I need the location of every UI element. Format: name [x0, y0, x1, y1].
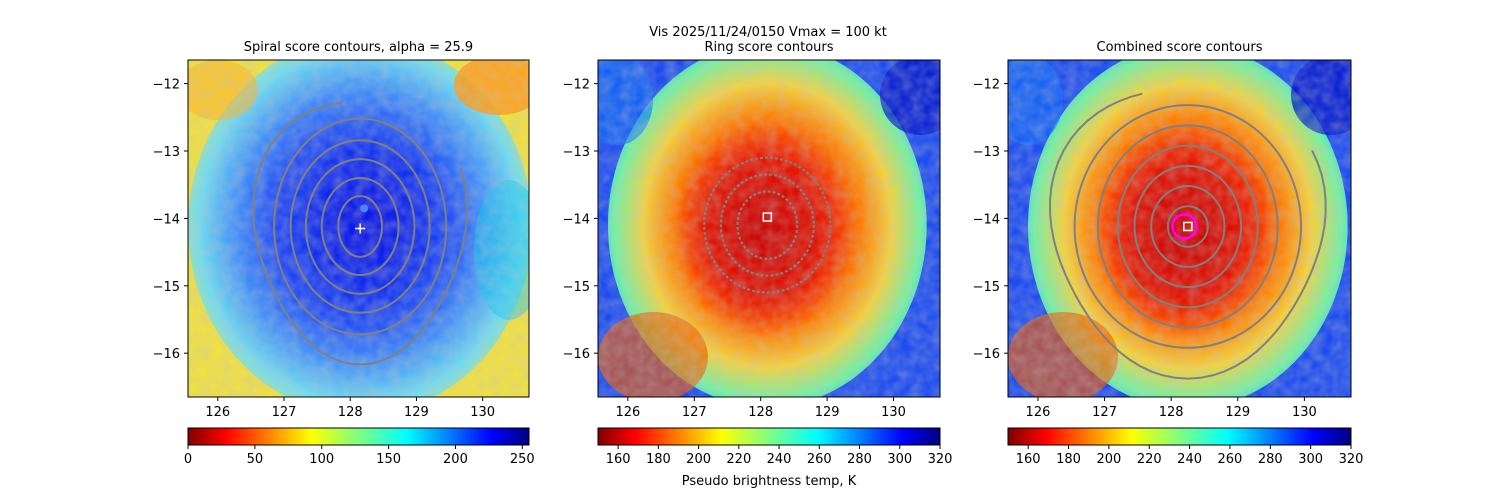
x-tick-label: 130	[1292, 405, 1317, 420]
x-tick-label: 130	[881, 405, 906, 420]
colorbar-tick-label: 100	[309, 452, 334, 467]
ring-contour-3	[736, 190, 799, 260]
contour-level-6	[1073, 104, 1303, 349]
colorbar-tick-label: 260	[807, 452, 832, 467]
colorbar-tick-label: 200	[1096, 452, 1121, 467]
colorbar-tick-label: 300	[887, 452, 912, 467]
figure-suptitle: Vis 2025/11/24/0150 Vmax = 100 kt	[649, 25, 887, 40]
colorbar-tick-label: 280	[847, 452, 872, 467]
colorbar-tick-label: 220	[726, 452, 751, 467]
y-tick-label: −14	[563, 212, 590, 227]
colorbar-tick-label: 320	[928, 452, 953, 467]
x-tick-label: 126	[615, 405, 640, 420]
y-tick-label: −15	[153, 280, 180, 295]
contour-level-4	[289, 139, 431, 314]
axes-frame	[187, 59, 530, 398]
y-tick-label: −16	[563, 347, 590, 362]
center-circle	[1171, 213, 1198, 240]
panel-title: Spiral score contours, alpha = 25.9	[244, 40, 473, 55]
y-tick-label: −15	[973, 280, 1000, 295]
contour-level-2	[320, 176, 400, 277]
panel-image	[188, 60, 529, 397]
y-tick-label: −12	[973, 78, 1000, 93]
colorbar	[187, 427, 530, 446]
colorbar-label: Pseudo brightness temp, K	[682, 474, 857, 489]
contour-outer-arc	[252, 101, 469, 366]
contour-level-3	[1133, 164, 1243, 289]
center-marker-plus	[355, 223, 366, 234]
x-tick-label: 128	[1159, 405, 1184, 420]
colorbar-tick-label: 250	[510, 452, 535, 467]
contours	[1048, 92, 1327, 380]
y-tick-label: −14	[153, 212, 180, 227]
x-tick-label: 129	[815, 405, 840, 420]
contour-level-5	[1096, 124, 1279, 329]
colorbar-tick-label: 240	[767, 452, 792, 467]
y-tick-label: −15	[563, 280, 590, 295]
axes-frame	[1007, 59, 1352, 398]
y-tick-label: −13	[563, 145, 590, 160]
x-tick-label: 127	[272, 405, 297, 420]
ring-contour-2	[719, 173, 815, 277]
colorbar-tick-label: 180	[1056, 452, 1081, 467]
image-texture	[1008, 60, 1351, 397]
colorbar-tick-label: 180	[646, 452, 671, 467]
panel-3: Combined score contours 126 127 128 129 130 −1…	[973, 40, 1364, 467]
x-tick-label: 127	[1092, 405, 1117, 420]
colorbar-tick-label: 0	[184, 452, 192, 467]
y-tick-label: −16	[153, 347, 180, 362]
center-marker-square	[1183, 221, 1193, 232]
contour-level-4	[1116, 144, 1259, 309]
colorbar-tick-label: 220	[1137, 452, 1162, 467]
contour-outer-arc	[1048, 92, 1327, 380]
x-tick-label: 127	[682, 405, 707, 420]
x-tick-label: 126	[205, 405, 230, 420]
axes-frame	[597, 59, 941, 398]
contour-level-3	[304, 158, 416, 295]
colorbar-tick-label: 160	[1016, 452, 1041, 467]
y-tick-label: −13	[153, 145, 180, 160]
colorbar-tick-label: 200	[443, 452, 468, 467]
panel-title: Combined score contours	[1097, 40, 1263, 55]
y-tick-label: −12	[153, 78, 180, 93]
y-tick-label: −13	[973, 145, 1000, 160]
ring-contour-1	[703, 156, 832, 294]
contour-level-2	[1150, 185, 1226, 268]
y-tick-label: −12	[563, 78, 590, 93]
colorbar-tick-label: 200	[686, 452, 711, 467]
colorbar	[1007, 427, 1352, 446]
panel-title: Ring score contours	[704, 40, 833, 55]
image-texture	[598, 60, 940, 397]
x-tick-label: 129	[1225, 405, 1250, 420]
contours	[703, 156, 832, 294]
colorbar-tick-label: 260	[1218, 452, 1243, 467]
colorbar-tick-label: 280	[1258, 452, 1283, 467]
contour-level-1	[337, 195, 384, 258]
x-tick-label: 128	[748, 405, 773, 420]
contour-level-1	[1166, 205, 1209, 248]
x-tick-label: 129	[404, 405, 429, 420]
y-tick-label: −14	[973, 212, 1000, 227]
contour-level-5	[273, 117, 448, 336]
colorbar	[597, 427, 941, 446]
colorbar-tick-label: 320	[1339, 452, 1364, 467]
panel-image	[1008, 60, 1351, 397]
x-tick-label: 128	[338, 405, 363, 420]
colorbar-tick-label: 150	[376, 452, 401, 467]
colorbar-tick-label: 300	[1298, 452, 1323, 467]
x-tick-label: 130	[470, 405, 495, 420]
x-tick-label: 126	[1026, 405, 1051, 420]
colorbar-tick-label: 50	[247, 452, 264, 467]
y-tick-label: −16	[973, 347, 1000, 362]
colorbar-tick-label: 240	[1177, 452, 1202, 467]
center-marker-square	[762, 212, 773, 222]
colorbar-tick-label: 160	[606, 452, 631, 467]
panel-image	[598, 60, 940, 397]
contours	[252, 101, 469, 366]
panel-2: Ring score contours 126 127 128 129 130 −12 −13…	[563, 40, 953, 489]
panel-1: Spiral score contours, alpha = 25.9 126 12…	[153, 40, 535, 467]
